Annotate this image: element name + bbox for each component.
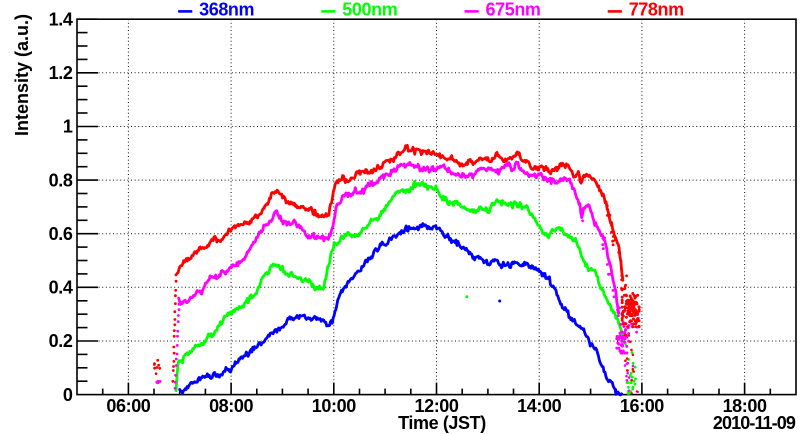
svg-text:1: 1 [63,117,73,137]
svg-text:1.2: 1.2 [49,63,73,83]
svg-text:08:00: 08:00 [209,396,253,416]
svg-text:18:00: 18:00 [723,396,767,416]
svg-text:Time (JST): Time (JST) [398,413,486,433]
svg-text:2010-11-09: 2010-11-09 [713,413,796,433]
svg-text:16:00: 16:00 [620,396,664,416]
svg-text:14:00: 14:00 [517,396,561,416]
svg-text:0.6: 0.6 [49,224,73,244]
svg-text:06:00: 06:00 [106,396,150,416]
svg-text:1.4: 1.4 [49,9,73,29]
svg-text:778nm: 778nm [629,0,684,20]
svg-text:Intensity (a.u.): Intensity (a.u.) [12,14,32,136]
svg-text:0: 0 [63,385,73,405]
svg-text:500nm: 500nm [342,0,397,20]
svg-text:12:00: 12:00 [414,396,458,416]
svg-text:0.4: 0.4 [49,278,73,298]
svg-text:0.2: 0.2 [49,331,73,351]
svg-text:675nm: 675nm [486,0,541,20]
svg-text:0.8: 0.8 [49,170,73,190]
svg-text:10:00: 10:00 [312,396,356,416]
svg-text:368nm: 368nm [199,0,254,20]
